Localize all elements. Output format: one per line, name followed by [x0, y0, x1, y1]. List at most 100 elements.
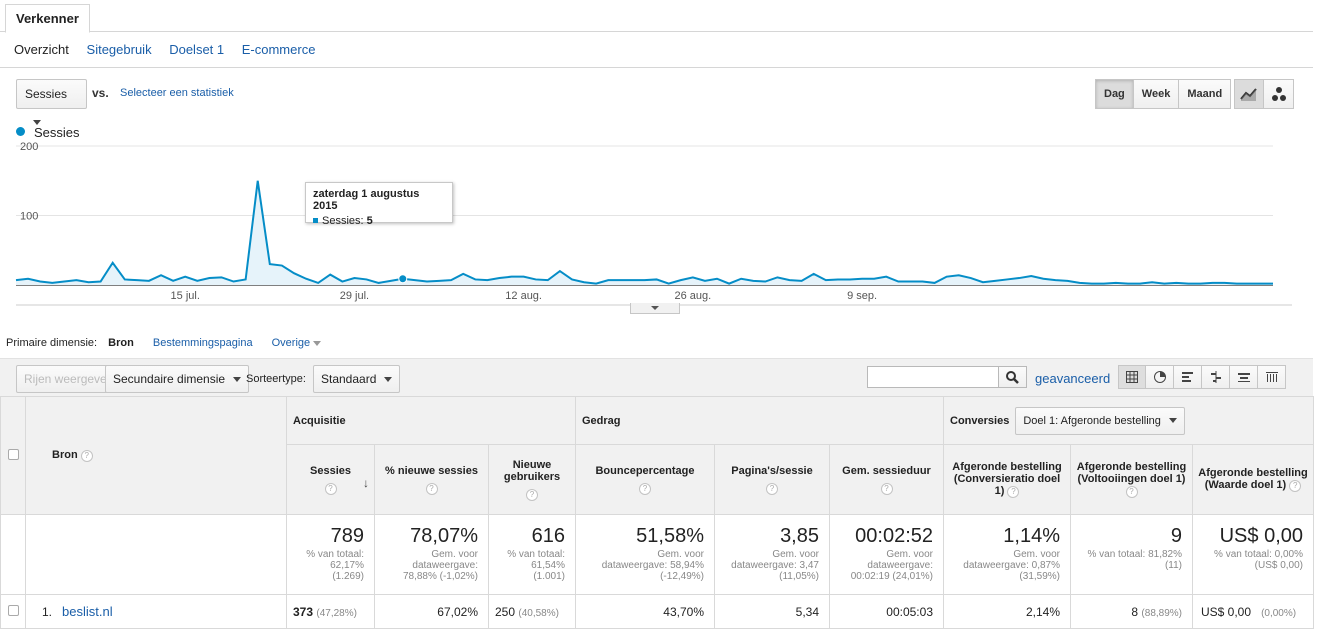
help-icon[interactable]: ? — [526, 488, 538, 501]
report-subnav: Overzicht Sitegebruik Doelset 1 E-commer… — [14, 42, 329, 58]
chart-type-group — [1234, 79, 1294, 109]
col-new-sessions-header[interactable]: % nieuwe sessies? — [374, 444, 489, 515]
plot-rows-button[interactable]: Rijen weergeven — [16, 365, 122, 393]
sort-type-select[interactable]: Standaard — [313, 365, 401, 393]
total-new-sessions: 78,07% Gem. voor dataweergave: 78,88% (-1,0… — [374, 514, 489, 595]
col-sessions-header[interactable]: Sessies? ↓ — [286, 444, 375, 515]
select-statistic-link[interactable]: Selecteer een statistiek — [120, 87, 234, 99]
col-header-label: Nieuwe gebruikers — [503, 458, 561, 483]
table-row: 1. beslist.nl 373 (47,28%) 67,02% 250 (4… — [0, 594, 1314, 629]
view-term-cloud-button[interactable] — [1230, 365, 1258, 389]
table-search-input[interactable] — [867, 366, 999, 388]
help-icon[interactable]: ? — [766, 482, 778, 495]
group-conversions-label: Conversies — [950, 414, 1010, 427]
help-icon[interactable]: ? — [324, 482, 337, 495]
total-value: 9 — [1170, 525, 1182, 547]
chart-collapse-handle[interactable] — [630, 303, 680, 314]
col-value-header[interactable]: Afgeronde bestelling (Waarde doel 1) ? — [1192, 444, 1314, 515]
view-comparison-button[interactable] — [1202, 365, 1230, 389]
total-note-line: % van totaal: 81,82% — [1087, 549, 1182, 560]
col-duration-header[interactable]: Gem. sessieduur? — [829, 444, 944, 515]
col-pages-header[interactable]: Pagina's/sessie? — [714, 444, 830, 515]
total-value: US$ 0,00 — [1219, 525, 1303, 547]
view-pivot-button[interactable] — [1258, 365, 1286, 389]
col-conv-rate-header[interactable]: Afgeronde bestelling (Conversieratio doe… — [943, 444, 1071, 515]
col-header-label: Afgeronde bestelling (Conversieratio doe… — [952, 461, 1062, 497]
col-bounce-header[interactable]: Bouncepercentage? — [575, 444, 715, 515]
view-data-button[interactable] — [1118, 365, 1146, 389]
group-acquisition: Acquisitie — [286, 396, 576, 445]
help-icon[interactable]: ? — [1289, 480, 1302, 492]
total-note-line: % van totaal: 0,00% — [1214, 549, 1303, 560]
total-pages: 3,85 Gem. voor dataweergave: 3,47 (11,05%) — [714, 514, 830, 595]
help-icon[interactable]: ? — [1125, 486, 1138, 498]
view-performance-button[interactable] — [1174, 365, 1202, 389]
bubble-chart-icon — [1271, 87, 1286, 101]
chart-tooltip: zaterdag 1 augustus 2015 Sessies: 5 — [305, 182, 453, 227]
dimension-overige[interactable]: Overige — [272, 337, 322, 349]
y-tick-label: 100 — [20, 211, 38, 223]
select-all-checkbox[interactable] — [7, 448, 19, 460]
col-header-label: Gem. sessieduur — [842, 464, 931, 477]
total-value: 78,07% — [410, 525, 478, 547]
total-note-line: dataweergave: 0,87% — [963, 560, 1060, 571]
total-note-line: Gem. voor — [431, 549, 478, 560]
total-note-line: Gem. voor — [1013, 549, 1060, 560]
secondary-dimension-select[interactable]: Secundaire dimensie — [105, 365, 250, 393]
vs-label: vs. — [92, 86, 109, 100]
total-note-line: (31,59%) — [1019, 571, 1060, 582]
line-chart-button[interactable] — [1234, 79, 1264, 109]
total-note-line: 78,88% (-1,02%) — [402, 571, 478, 582]
dimension-bestemmingspagina[interactable]: Bestemmingspagina — [152, 337, 253, 349]
subnav-e-commerce[interactable]: E-commerce — [241, 42, 316, 57]
metric-select[interactable]: Sessies — [16, 79, 87, 126]
subnav-overzicht[interactable]: Overzicht — [14, 42, 69, 57]
total-note: Gem. voor dataweergave: 78,88% (-1,02%) — [379, 549, 478, 582]
search-button[interactable] — [998, 366, 1027, 388]
granularity-day-button[interactable]: Dag — [1095, 79, 1134, 109]
tooltip-date: zaterdag 1 augustus 2015 — [313, 188, 420, 212]
view-percentage-button[interactable] — [1146, 365, 1174, 389]
total-value: 789 — [330, 525, 364, 547]
x-tick-label: 29 jul. — [340, 290, 369, 302]
total-note: Gem. voor dataweergave: 58,94% (-12,49%) — [580, 549, 704, 582]
row-select-cell — [0, 594, 26, 629]
total-note-line: dataweergave: — [412, 560, 478, 571]
col-new-users-header[interactable]: Nieuwe gebruikers? — [488, 444, 576, 515]
table-toolbar: Rijen weergeven Secundaire dimensie Sort… — [0, 358, 1313, 396]
help-icon[interactable]: ? — [1007, 486, 1020, 498]
tab-verkenner[interactable]: Verkenner — [5, 4, 90, 33]
goal-select[interactable]: Doel 1: Afgeronde bestelling — [1015, 406, 1185, 435]
dimension-header[interactable]: Bron ? — [25, 396, 287, 515]
subnav-sitegebruik[interactable]: Sitegebruik — [86, 42, 152, 57]
row-checkbox[interactable] — [7, 604, 19, 616]
total-note-line: % van totaal: — [507, 549, 565, 560]
col-completions-header[interactable]: Afgeronde bestelling (Voltooiingen doel … — [1070, 444, 1193, 515]
legend-label: Sessies — [34, 125, 80, 140]
total-note-line: (11) — [1164, 560, 1182, 571]
cell-value: US$ 0,00 — [1201, 604, 1252, 619]
column-header-row: Sessies? ↓ % nieuwe sessies? Nieuwe gebru… — [1, 444, 1314, 515]
x-tick-label: 15 jul. — [171, 290, 200, 302]
total-bounce: 51,58% Gem. voor dataweergave: 58,94% (-12,… — [575, 514, 715, 595]
total-note: Gem. voor dataweergave: 3,47 (11,05%) — [719, 549, 819, 582]
subnav-doelset-1[interactable]: Doelset 1 — [169, 42, 225, 57]
primary-dimension-current: Bron — [108, 337, 134, 349]
help-icon[interactable]: ? — [639, 482, 651, 495]
row-source-link[interactable]: beslist.nl — [62, 604, 113, 619]
advanced-filter-link[interactable]: geavanceerd — [1035, 371, 1111, 386]
x-tick-label: 12 aug. — [505, 290, 542, 302]
granularity-month-button[interactable]: Maand — [1179, 79, 1232, 109]
granularity-week-button[interactable]: Week — [1133, 79, 1180, 109]
total-note: Gem. voor dataweergave: 0,87% (31,59%) — [948, 549, 1060, 582]
goal-select-label: Doel 1: Afgeronde bestelling — [1023, 414, 1161, 427]
line-chart-icon — [1240, 88, 1257, 101]
total-note: Gem. voor dataweergave: 00:02:19 (24,01%) — [834, 549, 933, 582]
help-icon[interactable]: ? — [880, 482, 893, 495]
motion-chart-button[interactable] — [1264, 79, 1294, 109]
pivot-icon — [1265, 372, 1278, 382]
col-header-label: Bouncepercentage — [595, 464, 695, 477]
help-icon[interactable]: ? — [80, 450, 93, 462]
help-icon[interactable]: ? — [425, 482, 438, 495]
sort-type-label: Sorteertype: — [246, 373, 306, 385]
